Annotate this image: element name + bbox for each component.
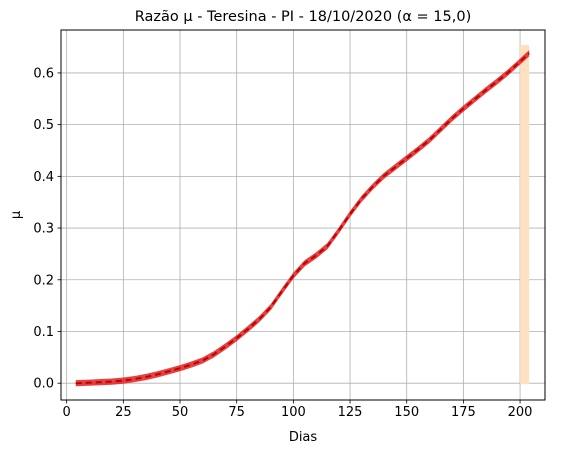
- y-axis-ticks: 0.0 0.1 0.2 0.3 0.4 0.5 0.6: [33, 66, 61, 392]
- x-tick-label: 25: [115, 405, 132, 420]
- chart-title: Razão μ - Teresina - PI - 18/10/2020 (α …: [135, 9, 471, 25]
- x-axis-label: Dias: [289, 430, 318, 445]
- y-axis-label: μ: [9, 211, 24, 219]
- x-tick-label: 100: [281, 405, 306, 420]
- x-tick-label: 50: [172, 405, 189, 420]
- y-tick-label: 0.6: [33, 66, 54, 81]
- y-tick-label: 0.2: [33, 273, 54, 288]
- y-tick-label: 0.0: [33, 377, 54, 392]
- series-line: [75, 52, 530, 385]
- x-tick-label: 125: [338, 405, 363, 420]
- x-tick-label: 200: [508, 405, 533, 420]
- x-tick-label: 150: [394, 405, 419, 420]
- x-tick-label: 175: [451, 405, 476, 420]
- y-tick-label: 0.1: [33, 325, 54, 340]
- series-group: [75, 50, 530, 387]
- highlight-band-rect: [520, 45, 530, 385]
- y-tick-label: 0.4: [33, 170, 54, 185]
- highlight-band: [520, 45, 530, 385]
- plot-frame: [60, 29, 546, 401]
- x-axis-ticks: 0 25 50 75 100 125 150 175 200: [63, 400, 533, 420]
- y-tick-label: 0.5: [33, 118, 54, 133]
- x-tick-label: 0: [63, 405, 71, 420]
- x-tick-label: 75: [228, 405, 245, 420]
- y-tick-label: 0.3: [33, 222, 54, 237]
